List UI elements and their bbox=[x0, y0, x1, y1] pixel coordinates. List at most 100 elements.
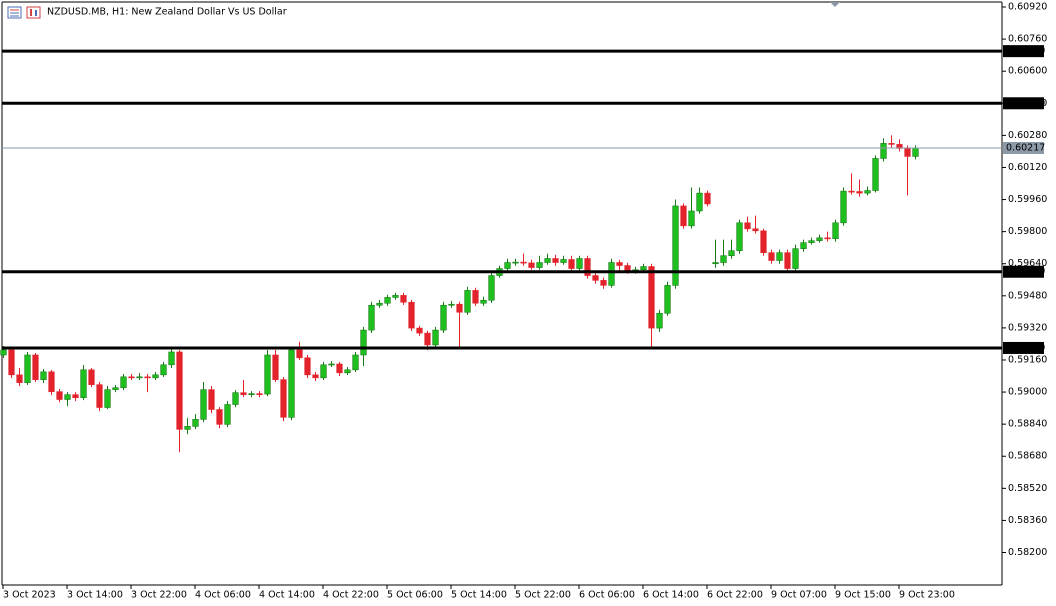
candle-body bbox=[848, 190, 855, 193]
candle-body bbox=[80, 369, 87, 398]
x-tick-label: 6 Oct 14:00 bbox=[643, 590, 699, 601]
candle-body bbox=[144, 376, 151, 379]
candle-body bbox=[400, 295, 407, 303]
candle-body bbox=[528, 262, 535, 268]
candle-body bbox=[112, 387, 119, 390]
candle-body bbox=[216, 409, 223, 425]
candle-body bbox=[656, 312, 663, 329]
chart-icon bbox=[7, 6, 41, 19]
candle-body bbox=[168, 351, 175, 366]
candle-body bbox=[536, 262, 543, 268]
level-label: 0.60700 bbox=[1006, 46, 1045, 57]
candle-body bbox=[696, 192, 703, 212]
candle-body bbox=[0, 349, 7, 356]
candle-body bbox=[728, 250, 735, 256]
candle-body bbox=[408, 301, 415, 329]
candle-body bbox=[288, 349, 295, 418]
candle-body bbox=[88, 369, 95, 385]
candle-body bbox=[416, 327, 423, 334]
candle-body bbox=[360, 329, 367, 356]
candle-body bbox=[392, 295, 399, 298]
candle-body bbox=[688, 210, 695, 227]
x-tick-label: 6 Oct 06:00 bbox=[579, 590, 635, 601]
x-tick-label: 4 Oct 06:00 bbox=[195, 590, 251, 601]
candle-body bbox=[600, 280, 607, 286]
candle-body bbox=[120, 376, 127, 388]
candle-body bbox=[624, 265, 631, 271]
candle-body bbox=[32, 354, 39, 380]
candle-body bbox=[376, 302, 383, 306]
candle-body bbox=[200, 389, 207, 420]
candle-body bbox=[640, 266, 647, 271]
level-label: 0.60440 bbox=[1006, 98, 1045, 109]
candle-body bbox=[304, 357, 311, 376]
candle-body bbox=[808, 240, 815, 243]
y-tick-label: 0.59960 bbox=[1008, 194, 1047, 205]
candle-body bbox=[872, 158, 879, 191]
candle-body bbox=[464, 290, 471, 313]
candle-body bbox=[784, 252, 791, 269]
level-box bbox=[1003, 97, 1044, 110]
candle-body bbox=[272, 354, 279, 380]
candle-body bbox=[472, 290, 479, 304]
y-tick-label: 0.58840 bbox=[1008, 419, 1047, 430]
candle-body bbox=[104, 389, 111, 408]
candle-body bbox=[328, 363, 335, 366]
y-tick-label: 0.58520 bbox=[1008, 483, 1047, 494]
candle-body bbox=[176, 351, 183, 430]
candle-body bbox=[776, 252, 783, 261]
candle-body bbox=[504, 262, 511, 269]
candle-body bbox=[8, 349, 15, 376]
y-tick-label: 0.59480 bbox=[1008, 290, 1047, 301]
last-price-box bbox=[1003, 142, 1044, 155]
candle-body bbox=[264, 354, 271, 395]
candle-body bbox=[520, 261, 527, 264]
x-tick-label: 5 Oct 22:00 bbox=[515, 590, 571, 601]
candle-body bbox=[448, 303, 455, 306]
x-tick-label: 4 Oct 22:00 bbox=[323, 590, 379, 601]
candle-body bbox=[664, 285, 671, 314]
candle-body bbox=[40, 371, 47, 380]
candle-body bbox=[432, 329, 439, 346]
level-label: 0.59220 bbox=[1006, 342, 1045, 353]
y-tick-label: 0.60760 bbox=[1008, 34, 1047, 45]
candle-body bbox=[456, 303, 463, 313]
candle-body bbox=[576, 258, 583, 269]
x-tick-label: 3 Oct 14:00 bbox=[67, 590, 123, 601]
candle-body bbox=[128, 376, 135, 379]
last-price-label: 0.60217 bbox=[1006, 143, 1045, 154]
candle-body bbox=[760, 230, 767, 253]
candle-body bbox=[56, 391, 63, 400]
shift-marker bbox=[830, 2, 840, 7]
candle-body bbox=[840, 190, 847, 224]
candle-body bbox=[280, 379, 287, 418]
candle-body bbox=[16, 374, 23, 383]
candle-body bbox=[568, 259, 575, 269]
candle-body bbox=[544, 258, 551, 263]
candle-body bbox=[616, 262, 623, 266]
candle-body bbox=[248, 393, 255, 395]
candle-body bbox=[904, 148, 911, 157]
candle-body bbox=[368, 304, 375, 331]
candle-body bbox=[440, 304, 447, 331]
candle-body bbox=[64, 394, 71, 400]
candle-body bbox=[488, 275, 495, 301]
candle-body bbox=[680, 205, 687, 227]
y-tick-label: 0.60920 bbox=[1008, 2, 1047, 13]
candle-body bbox=[184, 426, 191, 430]
candle-body bbox=[344, 369, 351, 374]
candle-body bbox=[824, 237, 831, 240]
chart-title: NZDUSD.MB, H1: New Zealand Dollar Vs US … bbox=[47, 7, 287, 18]
candle-body bbox=[648, 266, 655, 329]
candle-body bbox=[152, 374, 159, 379]
candle-body bbox=[752, 228, 759, 232]
candle-body bbox=[704, 192, 711, 205]
level-label: 0.59600 bbox=[1006, 266, 1045, 277]
candle-body bbox=[712, 262, 719, 265]
candle-body bbox=[256, 393, 263, 395]
x-tick-label: 5 Oct 14:00 bbox=[451, 590, 507, 601]
y-tick-label: 0.58680 bbox=[1008, 451, 1047, 462]
candle-body bbox=[312, 374, 319, 379]
